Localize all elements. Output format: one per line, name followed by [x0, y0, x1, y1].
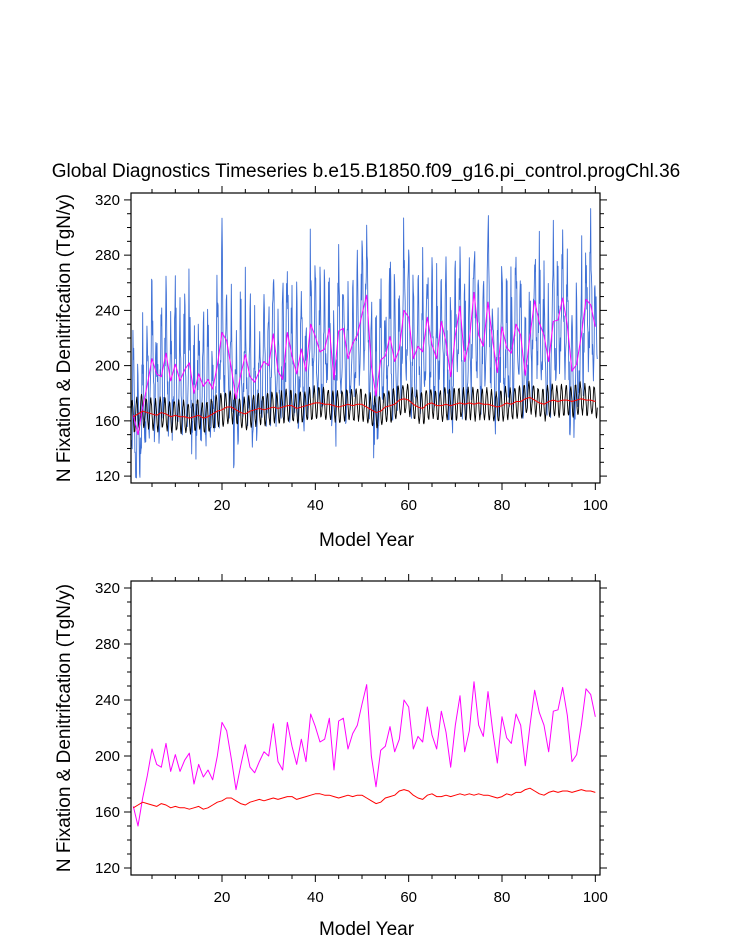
x-axis-label: Model Year [319, 919, 415, 940]
series-line-denitrification-annual [133, 787, 596, 810]
y-tick-label: 240 [95, 692, 120, 709]
y-tick-label: 160 [95, 804, 120, 821]
y-tick-label: 120 [95, 468, 120, 485]
x-tick-label: 20 [214, 497, 231, 514]
x-tick-label: 100 [583, 889, 608, 906]
x-tick-label: 100 [583, 497, 608, 514]
y-tick-label: 200 [95, 748, 120, 765]
series-line-n-fixation-monthly [131, 208, 598, 479]
y-tick-label: 240 [95, 302, 120, 319]
chart-panel-top: 20 40 60 80 100 120 160 200 240 280 320 Model Year N… [54, 186, 608, 551]
plot-area-top [131, 208, 598, 479]
y-tick-label: 160 [95, 413, 120, 430]
x-tick-label: 60 [400, 497, 417, 514]
x-tick-label: 80 [494, 889, 511, 906]
y-axis-label: N Fixation & Denitrifcation (TgN/y) [54, 194, 75, 482]
y-tick-label: 120 [95, 860, 120, 877]
x-tick-label: 40 [307, 889, 324, 906]
y-tick-label: 280 [95, 247, 120, 264]
y-tick-label: 280 [95, 636, 120, 653]
x-tick-label: 60 [400, 889, 417, 906]
axis-ticks-bottom [124, 574, 607, 882]
x-tick-label: 80 [494, 497, 511, 514]
plot-area-bottom [132, 681, 596, 827]
x-tick-label: 40 [307, 497, 324, 514]
x-tick-label: 20 [214, 889, 231, 906]
y-tick-label: 200 [95, 358, 120, 375]
y-tick-label: 320 [95, 580, 120, 597]
axis-ticks-top [124, 186, 607, 490]
series-line-n-fixation-annual [132, 681, 596, 827]
chart-panel-bottom: 20 40 60 80 100 120 160 200 240 280 320 Model Year N… [54, 574, 608, 940]
series-line-denitrification-annual [133, 396, 596, 419]
series-line-denitrification-monthly [131, 380, 598, 435]
series-line-n-fixation-annual [132, 291, 596, 436]
figure-title: Global Diagnostics Timeseries b.e15.B185… [52, 161, 680, 182]
y-tick-label: 320 [95, 192, 120, 209]
x-axis-label: Model Year [319, 530, 415, 551]
y-axis-label: N Fixation & Denitrifcation (TgN/y) [54, 584, 75, 872]
